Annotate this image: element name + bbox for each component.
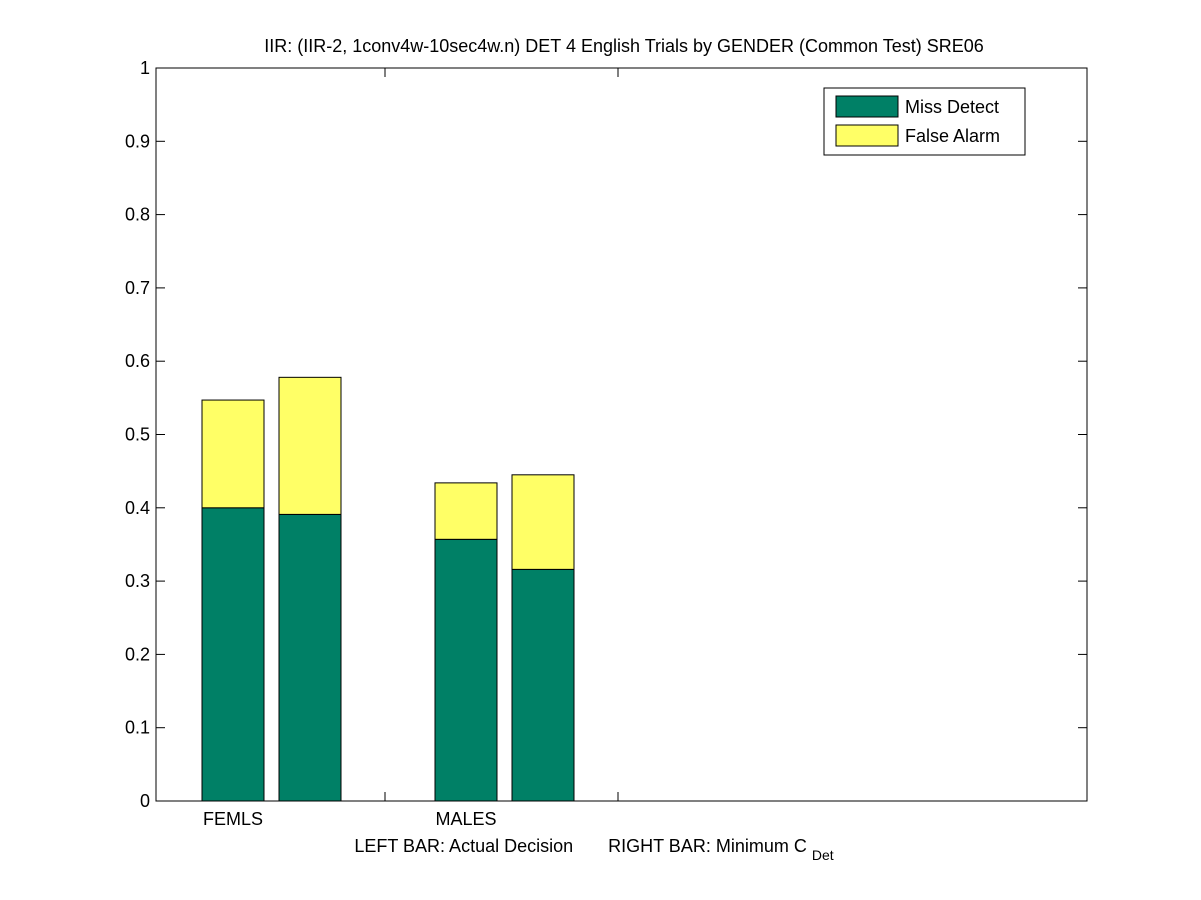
- legend: Miss Detect False Alarm: [823, 87, 1026, 156]
- x-axis-label: LEFT BAR: Actual Decision RIGHT BAR: Min…: [354, 836, 833, 863]
- bar-segment: [434, 538, 498, 802]
- bar-segment: [278, 513, 342, 802]
- x-axis-label-left: LEFT BAR: Actual Decision: [354, 836, 573, 856]
- legend-label: False Alarm: [905, 126, 1000, 146]
- chart-title: IIR: (IIR-2, 1conv4w-10sec4w.n) DET 4 En…: [264, 36, 984, 56]
- bar-segment: [201, 399, 265, 509]
- legend-label: Miss Detect: [905, 97, 999, 117]
- legend-swatch: [835, 124, 899, 147]
- plot-area: 0 0.1 0.2 0.3 0.4 0.5 0.6 0.7 0.8 0.9 1 FEMLS MALES: [125, 58, 1088, 829]
- bar-segment: [201, 507, 265, 802]
- bar-segment: [511, 474, 575, 570]
- x-tick-label: FEMLS: [203, 809, 263, 829]
- y-tick-label: 0: [140, 791, 150, 811]
- y-tick-label: 0.7: [125, 278, 150, 298]
- x-axis-label-right: RIGHT BAR: Minimum C: [608, 836, 807, 856]
- legend-swatch: [835, 95, 899, 118]
- x-tick-label: MALES: [435, 809, 496, 829]
- y-tick-label: 0.3: [125, 571, 150, 591]
- bar-segment: [434, 482, 498, 540]
- y-tick-label: 0.4: [125, 498, 150, 518]
- y-tick-label: 0.6: [125, 351, 150, 371]
- bar-segment: [511, 568, 575, 802]
- bar-segment: [278, 376, 342, 515]
- y-tick-label: 1: [140, 58, 150, 78]
- y-tick-label: 0.2: [125, 644, 150, 664]
- y-tick-label: 0.8: [125, 205, 150, 225]
- y-tick-label: 0.5: [125, 425, 150, 445]
- y-tick-label: 0.9: [125, 131, 150, 151]
- x-axis-label-subscript: Det: [812, 847, 834, 863]
- y-tick-label: 0.1: [125, 718, 150, 738]
